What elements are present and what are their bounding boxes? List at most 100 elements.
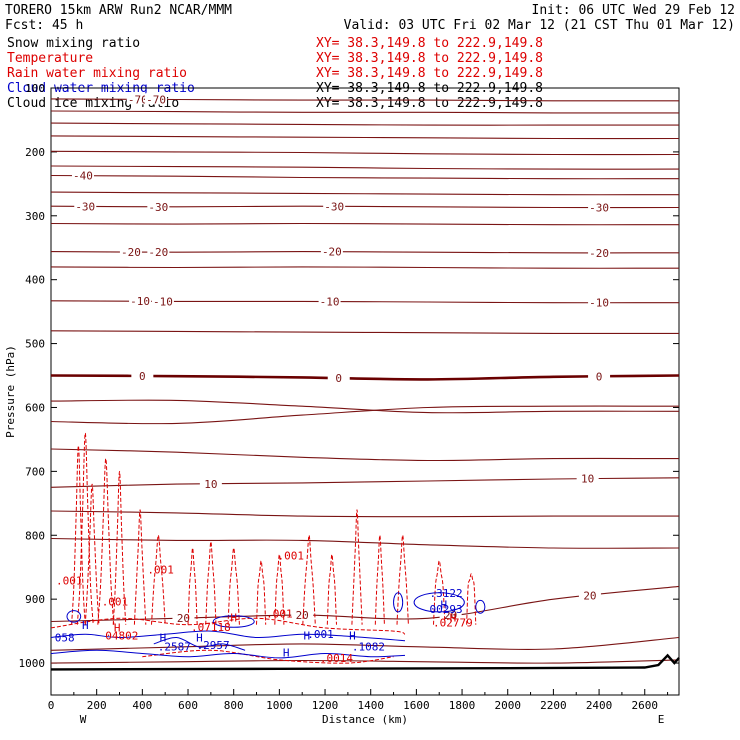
cloud-contour	[153, 636, 246, 651]
isotherm-label: -20	[148, 246, 168, 259]
x-tick-label: 1600	[403, 699, 430, 712]
isotherm-line	[50, 330, 680, 334]
isotherm-label: 0	[139, 370, 146, 383]
rain-contour	[302, 534, 316, 625]
isotherm-label: 20	[583, 589, 596, 602]
rain-label: .0014	[320, 652, 353, 665]
isotherm-label: -10	[589, 297, 609, 310]
rain-contour	[227, 547, 240, 625]
isotherm-label-bg	[74, 200, 97, 212]
isotherm-label-bg	[172, 612, 195, 624]
high-marker: H	[450, 612, 457, 625]
rain-label: .02779	[433, 617, 473, 630]
isotherm-line	[50, 251, 680, 254]
isotherm-label: -40	[73, 170, 93, 183]
rain-contour	[351, 509, 363, 625]
isotherm-line	[50, 477, 680, 488]
high-marker: H	[283, 647, 290, 660]
isotherm-label: 20	[177, 612, 190, 625]
x-tick-label: 2000	[494, 699, 521, 712]
isotherm-label-bg	[320, 245, 343, 257]
isotherm-line	[50, 585, 680, 623]
rain-contour	[151, 534, 166, 625]
isotherm-label-bg	[291, 609, 314, 621]
legend-name: Temperature	[7, 51, 93, 66]
y-axis-label: Pressure (hPa)	[4, 345, 17, 438]
isotherm-line	[50, 510, 680, 518]
x-tick-label: 400	[132, 699, 152, 712]
isotherm-label-bg	[126, 93, 149, 105]
isotherm-label-bg	[129, 295, 152, 307]
plot-area: 2003004005006007008009001000100Pressure …	[4, 82, 680, 726]
isotherm-line	[50, 266, 680, 269]
isotherm-label: 10	[204, 478, 217, 491]
isotherm-line	[50, 222, 680, 226]
isotherm-line	[50, 110, 680, 114]
isotherm-line	[50, 405, 680, 425]
cloud-label: .2587	[158, 640, 191, 653]
rain-contour	[274, 553, 285, 625]
rain-label: .001	[56, 574, 83, 587]
cloud-contour	[393, 592, 404, 613]
isotherm-line	[50, 191, 680, 196]
isotherm-label: -20	[322, 246, 342, 259]
rain-contour	[374, 534, 385, 625]
legend-name: Snow mixing ratio	[7, 36, 140, 51]
legend-name: Rain water mixing ratio	[7, 66, 187, 81]
rain-label: 04802	[105, 629, 138, 642]
rain-contour	[84, 483, 100, 625]
legend-xy: XY= 38.3,149.8 to 222.9,149.8	[316, 96, 543, 111]
isotherm-label-bg	[588, 201, 611, 213]
cloud-label: 00293	[430, 603, 463, 616]
x-tick-label: 1200	[312, 699, 339, 712]
x-tick-label: 1400	[357, 699, 384, 712]
x-tick-label: 200	[87, 699, 107, 712]
isotherm-label-bg	[576, 472, 599, 484]
x-tick-label: 2200	[540, 699, 567, 712]
high-marker: H	[114, 622, 121, 635]
y-tick-label: 600	[25, 401, 45, 414]
rain-contour	[466, 573, 477, 625]
isotherm-label: -70	[146, 93, 166, 106]
isotherm-label: -10	[153, 295, 173, 308]
cloud-contour	[475, 599, 486, 614]
isotherm-label: -70	[128, 93, 148, 106]
isotherm-line	[50, 135, 680, 140]
x-left-label: W	[80, 713, 87, 726]
rain-contour	[205, 541, 217, 625]
rain-contour	[97, 458, 115, 625]
isotherm-label-bg	[131, 369, 154, 381]
y-tick-label: 400	[25, 274, 45, 287]
isotherm-line	[50, 399, 680, 414]
init-time: Init: 06 UTC Wed 29 Feb 12	[532, 3, 736, 18]
rain-contour	[256, 560, 267, 625]
isotherm-label: -30	[324, 200, 344, 213]
rain-contour	[187, 547, 198, 625]
cloud-label: 058	[55, 631, 75, 644]
isotherm-label-bg	[327, 372, 350, 384]
isotherm-label: -10	[320, 296, 340, 309]
x-tick-label: 2600	[631, 699, 658, 712]
high-marker: H	[230, 612, 237, 625]
rain-contour	[396, 534, 409, 625]
y-tick-label: 700	[25, 465, 45, 478]
isotherm-label: 20	[444, 609, 457, 622]
x-tick-label: 600	[178, 699, 198, 712]
rain-contour	[76, 432, 94, 625]
y-tick-label: 300	[25, 210, 45, 223]
isotherm-label-bg	[588, 370, 611, 382]
isotherm-line	[50, 636, 680, 651]
cloud-contour	[66, 610, 82, 623]
isotherm-label: 10	[581, 473, 594, 486]
rain-label: .001	[278, 550, 305, 563]
y-tick-label: 800	[25, 529, 45, 542]
high-marker: H	[160, 631, 167, 644]
rain-contour	[50, 617, 406, 635]
isotherm-label: -10	[130, 295, 150, 308]
cloud-contour	[413, 592, 465, 613]
isotherm-line	[50, 122, 679, 126]
isotherm-line	[50, 374, 680, 381]
high-marker: H	[196, 631, 203, 644]
y-tick-label: 100	[25, 82, 45, 95]
isotherm-label: 20	[296, 609, 309, 622]
